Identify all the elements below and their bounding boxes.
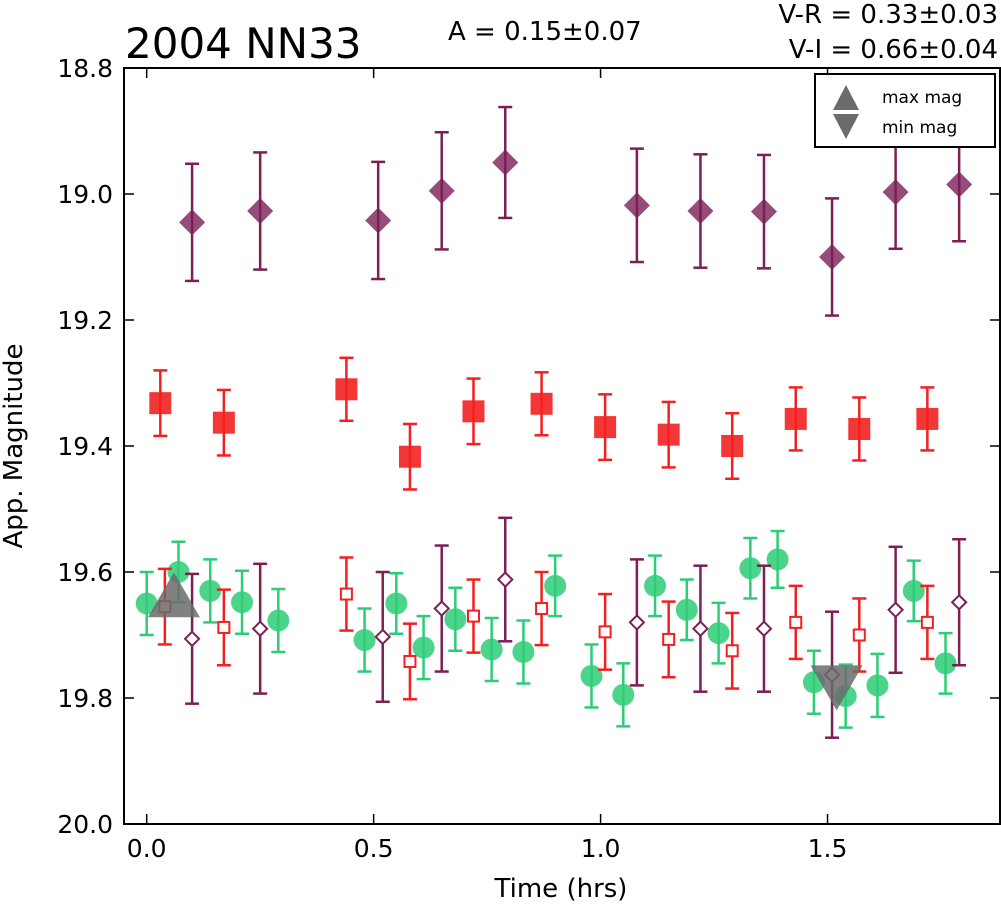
data-point-circle <box>675 598 698 621</box>
data-point-circle <box>644 574 667 597</box>
data-point-circle <box>267 609 290 632</box>
legend: max mag min mag <box>814 73 996 148</box>
x-axis-label: Time (hrs) <box>494 874 628 904</box>
data-point-circle <box>412 636 435 659</box>
data-point-open-square <box>535 602 549 616</box>
data-point-square <box>398 445 421 468</box>
y-tick-label: 19.6 <box>57 558 113 587</box>
legend-min-mag-marker <box>833 114 859 139</box>
data-point-circle <box>199 579 222 602</box>
data-point-diamond <box>179 209 206 236</box>
y-axis-label: App. Magnitude <box>0 343 29 548</box>
data-point-circle <box>231 591 254 614</box>
axis-ticks: 0.0 0.5 1.0 1.5 18.8 19.0 19.2 19.4 19.6 19.8 20.0 <box>57 54 1000 863</box>
legend-max-mag-marker <box>833 85 859 110</box>
data-point-diamond <box>492 149 519 176</box>
data-point-diamond <box>687 198 714 225</box>
y-tick-label: 19.2 <box>57 306 113 335</box>
data-point-open-diamond <box>628 613 646 631</box>
data-point-circle <box>580 664 603 687</box>
data-point-open-diamond <box>251 620 269 638</box>
x-tick-label: 1.0 <box>581 834 621 863</box>
data-point-open-square <box>662 632 676 646</box>
data-point-open-diamond <box>183 630 201 648</box>
series-triangle-down <box>810 665 863 711</box>
data-point-square <box>594 416 617 439</box>
data-point-open-diamond <box>887 601 905 619</box>
data-point-diamond <box>247 198 274 225</box>
y-tick-label: 20.0 <box>57 810 113 839</box>
chart-title: 2004 NN33 <box>125 19 362 68</box>
data-point-diamond <box>882 179 909 206</box>
min-mag-marker <box>810 665 863 711</box>
y-tick-label: 19.8 <box>57 684 113 713</box>
series-circle-filled <box>135 529 957 729</box>
data-point-diamond <box>365 207 392 234</box>
data-point-square <box>335 378 358 401</box>
data-point-circle <box>135 592 158 615</box>
data-point-open-square <box>725 644 739 658</box>
data-point-circle <box>902 579 925 602</box>
data-point-circle <box>707 622 730 645</box>
data-point-square <box>848 417 871 440</box>
data-point-diamond <box>428 177 455 204</box>
data-point-open-diamond <box>374 628 392 646</box>
data-point-circle <box>385 592 408 615</box>
data-point-circle <box>612 683 635 706</box>
x-tick-label: 0.5 <box>354 834 394 863</box>
data-point-open-square <box>598 625 612 639</box>
data-point-diamond <box>819 244 846 270</box>
y-tick-label: 19.4 <box>57 432 113 461</box>
data-point-circle <box>444 608 467 631</box>
data-point-circle <box>512 641 535 664</box>
data-point-open-square <box>403 654 417 668</box>
data-point-circle <box>766 548 789 571</box>
data-point-square <box>530 392 553 415</box>
data-point-circle <box>544 574 567 597</box>
data-point-square <box>462 400 485 423</box>
data-point-circle <box>353 629 376 652</box>
data-point-open-square <box>920 615 934 629</box>
x-tick-label: 0.0 <box>127 834 167 863</box>
amplitude-annotation: A = 0.15±0.07 <box>448 17 642 47</box>
data-point-diamond <box>946 171 973 198</box>
max-mag-marker <box>147 572 200 618</box>
data-point-circle <box>934 652 957 675</box>
plot-area <box>135 105 973 739</box>
data-point-open-square <box>789 615 803 629</box>
v-r-annotation: V-R = 0.33±0.03 <box>778 0 998 30</box>
data-point-open-diamond <box>950 593 968 611</box>
data-point-open-diamond <box>755 620 773 638</box>
y-tick-label: 19.0 <box>57 180 113 209</box>
data-point-square <box>149 392 172 415</box>
v-i-annotation: V-I = 0.66±0.04 <box>789 35 998 65</box>
data-point-square <box>784 407 807 430</box>
data-point-open-square <box>339 587 353 601</box>
data-point-diamond <box>623 192 650 219</box>
data-point-diamond <box>750 198 777 225</box>
series-square-filled <box>149 356 939 491</box>
data-point-open-diamond <box>496 571 514 588</box>
data-point-circle <box>866 674 889 697</box>
data-point-open-square <box>217 620 231 634</box>
data-point-square <box>916 407 939 430</box>
legend-min-mag-label: min mag <box>882 118 957 138</box>
x-tick-label: 1.5 <box>808 834 848 863</box>
legend-max-mag-label: max mag <box>882 88 962 108</box>
data-point-circle <box>739 557 762 580</box>
data-point-open-diamond <box>433 600 451 617</box>
data-point-open-square <box>852 628 866 642</box>
data-point-circle <box>480 638 503 661</box>
plot-frame <box>123 67 1001 825</box>
series-triangle-up <box>147 572 200 618</box>
y-tick-label: 18.8 <box>57 54 113 83</box>
data-point-square <box>212 411 235 434</box>
data-point-open-square <box>466 609 480 623</box>
data-point-square <box>721 435 744 457</box>
data-point-square <box>657 423 680 446</box>
data-point-open-diamond <box>692 620 709 638</box>
series-square-open <box>157 556 935 701</box>
